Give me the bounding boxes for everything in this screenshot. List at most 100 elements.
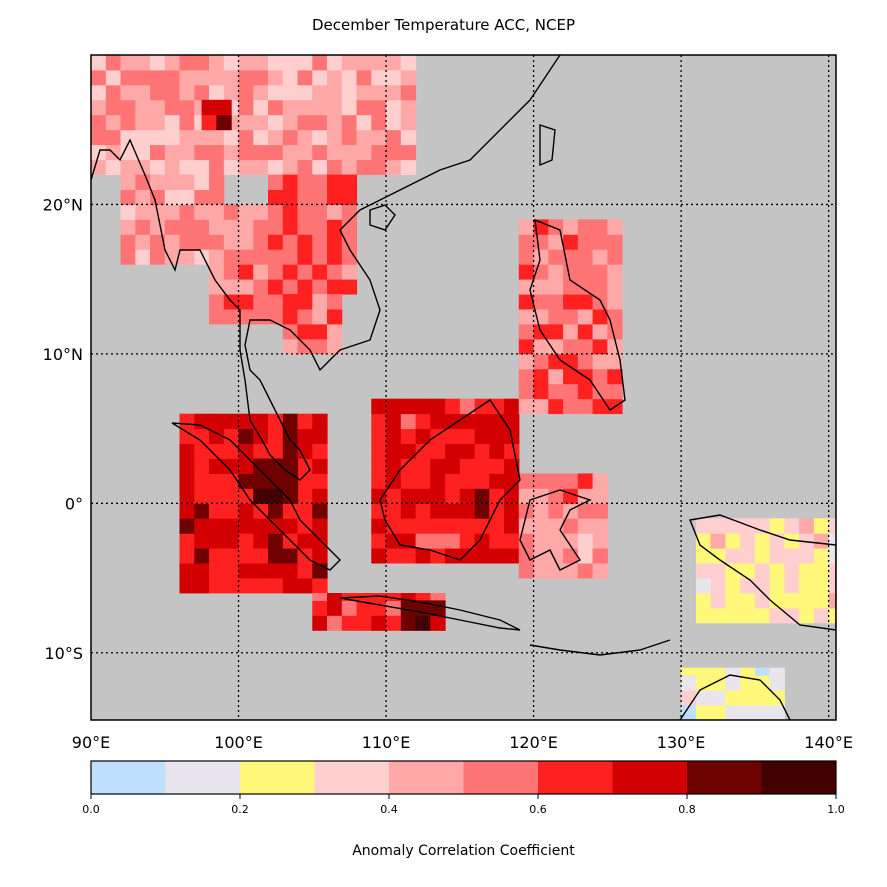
- y-tick-label: 10°S: [44, 644, 83, 663]
- heatmap-cell: [209, 279, 225, 295]
- heatmap-cell: [415, 548, 431, 564]
- heatmap-cell: [312, 99, 328, 116]
- heatmap-cell: [209, 69, 225, 86]
- chart-title: December Temperature ACC, NCEP: [311, 16, 576, 34]
- heatmap-cell: [474, 548, 490, 564]
- heatmap-cell: [179, 129, 195, 146]
- heatmap-cell: [504, 488, 520, 504]
- heatmap-cell: [209, 189, 225, 205]
- heatmap-cell: [312, 159, 328, 175]
- heatmap-cell: [474, 413, 490, 430]
- heatmap-cell: [209, 249, 225, 265]
- heatmap-cell: [533, 518, 549, 534]
- heatmap-cell: [282, 219, 299, 235]
- heatmap-cell: [120, 189, 136, 205]
- colorbar-tick-label: 0.0: [82, 803, 100, 816]
- heatmap-cell: [740, 667, 756, 676]
- heatmap-cell: [459, 518, 476, 534]
- heatmap-cell: [356, 114, 372, 131]
- heatmap-cell: [135, 204, 151, 220]
- heatmap-cell: [223, 204, 240, 220]
- heatmap-cell: [533, 533, 549, 549]
- heatmap-cell: [474, 518, 490, 534]
- heatmap-cell: [592, 518, 608, 534]
- heatmap-cell: [238, 234, 254, 250]
- heatmap-cell: [710, 705, 726, 720]
- heatmap-cell: [312, 69, 328, 86]
- heatmap-cell: [179, 249, 195, 265]
- heatmap-cell: [327, 84, 343, 101]
- heatmap-cell: [223, 69, 240, 86]
- heatmap-cell: [268, 458, 284, 474]
- heatmap-cell: [312, 600, 328, 616]
- colorbar-bin: [91, 761, 166, 794]
- heatmap-cell: [754, 533, 771, 549]
- heatmap-cell: [828, 578, 836, 594]
- heatmap-cell: [386, 443, 402, 459]
- heatmap-cell: [91, 114, 107, 131]
- heatmap-cell: [179, 413, 195, 430]
- heatmap-cell: [754, 548, 771, 564]
- heatmap-cell: [297, 144, 313, 161]
- heatmap-cell: [297, 533, 313, 549]
- heatmap-cell: [253, 473, 269, 489]
- heatmap-cell: [445, 443, 461, 459]
- heatmap-cell: [282, 84, 299, 101]
- heatmap-cell: [459, 473, 476, 489]
- heatmap-cell: [253, 159, 269, 175]
- heatmap-cell: [577, 473, 594, 489]
- heatmap-cell: [120, 69, 136, 86]
- heatmap-cell: [297, 294, 313, 310]
- heatmap-cell: [209, 219, 225, 235]
- heatmap-cell: [577, 338, 594, 355]
- heatmap-cell: [548, 398, 564, 415]
- heatmap-cell: [223, 548, 240, 564]
- heatmap-cell: [607, 324, 623, 340]
- heatmap-cell: [238, 533, 254, 549]
- heatmap-cell: [164, 84, 181, 101]
- heatmap-cell: [740, 690, 756, 706]
- heatmap-cell: [209, 159, 225, 175]
- heatmap-cell: [297, 309, 313, 325]
- heatmap-cell: [459, 458, 476, 474]
- heatmap-cell: [282, 189, 299, 205]
- heatmap-cell: [386, 458, 402, 474]
- heatmap-cell: [209, 503, 225, 519]
- heatmap-cell: [164, 55, 181, 71]
- heatmap-cell: [194, 129, 210, 146]
- heatmap-cell: [710, 593, 726, 609]
- heatmap-cell: [533, 338, 549, 355]
- heatmap-cell: [105, 84, 122, 101]
- heatmap-cell: [754, 705, 771, 720]
- heatmap-cell: [327, 600, 343, 616]
- heatmap-cell: [769, 667, 785, 676]
- coastline-sulawesi: [519, 489, 592, 571]
- y-axis-ticks: 20°N 10°N 0° 10°S: [43, 195, 83, 662]
- heatmap-cell: [577, 548, 594, 564]
- heatmap-cell: [533, 234, 549, 250]
- heatmap-cell: [371, 458, 387, 474]
- heatmap-cell: [577, 219, 594, 235]
- heatmap-cell: [223, 443, 240, 459]
- heatmap-cell: [563, 503, 579, 519]
- heatmap-cell: [769, 518, 785, 534]
- heatmap-cell: [297, 428, 313, 444]
- heatmap-cell: [327, 144, 343, 161]
- heatmap-cell: [799, 533, 815, 549]
- heatmap-cell: [430, 518, 446, 534]
- heatmap-cell: [282, 443, 299, 459]
- heatmap-cell: [223, 219, 240, 235]
- heatmap-cell: [518, 219, 535, 235]
- heatmap-cell: [297, 338, 313, 355]
- heatmap-cell: [400, 593, 417, 601]
- heatmap-cell: [120, 144, 136, 161]
- heatmap-cell: [828, 607, 836, 624]
- heatmap-cell: [164, 219, 181, 235]
- heatmap-cell: [474, 443, 490, 459]
- heatmap-cell: [327, 264, 343, 280]
- heatmap-cell: [268, 503, 284, 519]
- heatmap-cell: [253, 219, 269, 235]
- heatmap-cell: [327, 69, 343, 86]
- heatmap-cell: [504, 518, 520, 534]
- heatmap-cell: [518, 353, 535, 370]
